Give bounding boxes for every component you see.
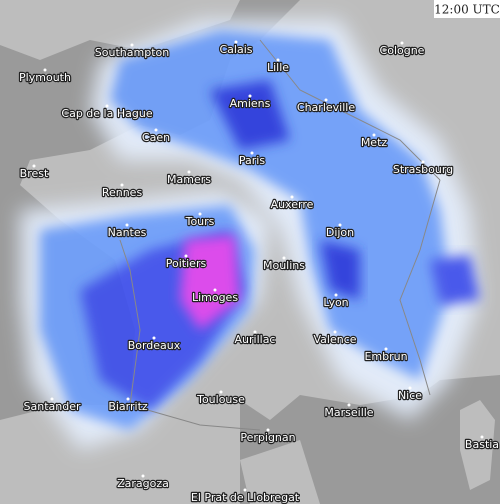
city-label: Cologne: [380, 44, 425, 57]
city-dot: [324, 98, 328, 102]
city-dot: [126, 397, 130, 401]
city-label: Calais: [219, 43, 252, 56]
city-dot: [372, 133, 376, 137]
city-label: Bordeaux: [128, 339, 181, 352]
city-dot: [248, 94, 252, 98]
city-dot: [130, 43, 134, 47]
city-label: Strasbourg: [393, 163, 453, 176]
city-label: Nice: [398, 389, 422, 402]
city-label: Lille: [267, 61, 289, 74]
precipitation: [20, 20, 480, 450]
city-label: Brest: [20, 167, 49, 180]
city-dot: [198, 212, 202, 216]
city-dot: [43, 68, 47, 72]
city-label: Bastia: [465, 438, 499, 451]
city-label: Charleville: [297, 101, 355, 114]
city-dot: [276, 58, 280, 62]
city-dot: [219, 390, 223, 394]
city-dot: [187, 170, 191, 174]
city-dot: [282, 256, 286, 260]
city-dot: [32, 164, 36, 168]
city-label: Perpignan: [240, 431, 295, 444]
city-label: Mamers: [167, 173, 211, 186]
city-label: Rennes: [102, 186, 143, 199]
city-dot: [250, 151, 254, 155]
city-label: Embrun: [364, 350, 407, 363]
city-label: Santander: [24, 400, 81, 413]
city-label: Southampton: [95, 46, 169, 59]
city-label: Poitiers: [166, 257, 207, 270]
borders: [119, 39, 441, 431]
city-dot: [154, 128, 158, 132]
city-dot: [184, 254, 188, 258]
city-label: Marseille: [324, 406, 373, 419]
city-dot: [333, 330, 337, 334]
city-dot: [334, 293, 338, 297]
time-box: [434, 0, 500, 18]
city-dot: [338, 223, 342, 227]
city-dot: [290, 195, 294, 199]
city-label: Nantes: [108, 226, 147, 239]
city-label: Limoges: [192, 291, 238, 304]
city-dot: [266, 428, 270, 432]
city-dot: [243, 488, 247, 492]
city-dot: [50, 397, 54, 401]
city-label: Paris: [239, 154, 265, 167]
city-dot: [421, 160, 425, 164]
city-dot: [141, 474, 145, 478]
city-label: Biarritz: [108, 400, 148, 413]
city-dot: [347, 403, 351, 407]
city-label: Zaragoza: [117, 477, 169, 490]
city-label: Tours: [185, 215, 215, 228]
city-dot: [480, 435, 484, 439]
time-label: 12:00 UTC: [434, 3, 500, 17]
city-dot: [213, 288, 217, 292]
city-label: El Prat de Llobregat: [191, 491, 300, 504]
city-dot: [408, 386, 412, 390]
city-label: Moulins: [263, 259, 305, 272]
city-label: Aurillac: [235, 333, 276, 346]
city-dot: [253, 330, 257, 334]
city-dot: [105, 104, 109, 108]
city-label: Cap de la Hague: [61, 107, 152, 120]
city-label: Toulouse: [196, 393, 245, 406]
city-dot: [125, 223, 129, 227]
city-dot: [400, 41, 404, 45]
city-label: Plymouth: [19, 71, 71, 84]
city-labels: Southampton Calais Cologne Plymouth Lille Ami…: [18, 40, 500, 504]
city-dot: [120, 183, 124, 187]
city-dot: [152, 336, 156, 340]
city-label: Dijon: [326, 226, 354, 239]
city-dot: [234, 40, 238, 44]
city-label: Valence: [313, 333, 356, 346]
city-label: Lyon: [323, 296, 348, 309]
city-label: Amiens: [230, 97, 271, 110]
city-label: Metz: [361, 136, 388, 149]
city-label: Caen: [142, 131, 170, 144]
city-dot: [384, 347, 388, 351]
city-label: Auxerre: [271, 198, 314, 211]
